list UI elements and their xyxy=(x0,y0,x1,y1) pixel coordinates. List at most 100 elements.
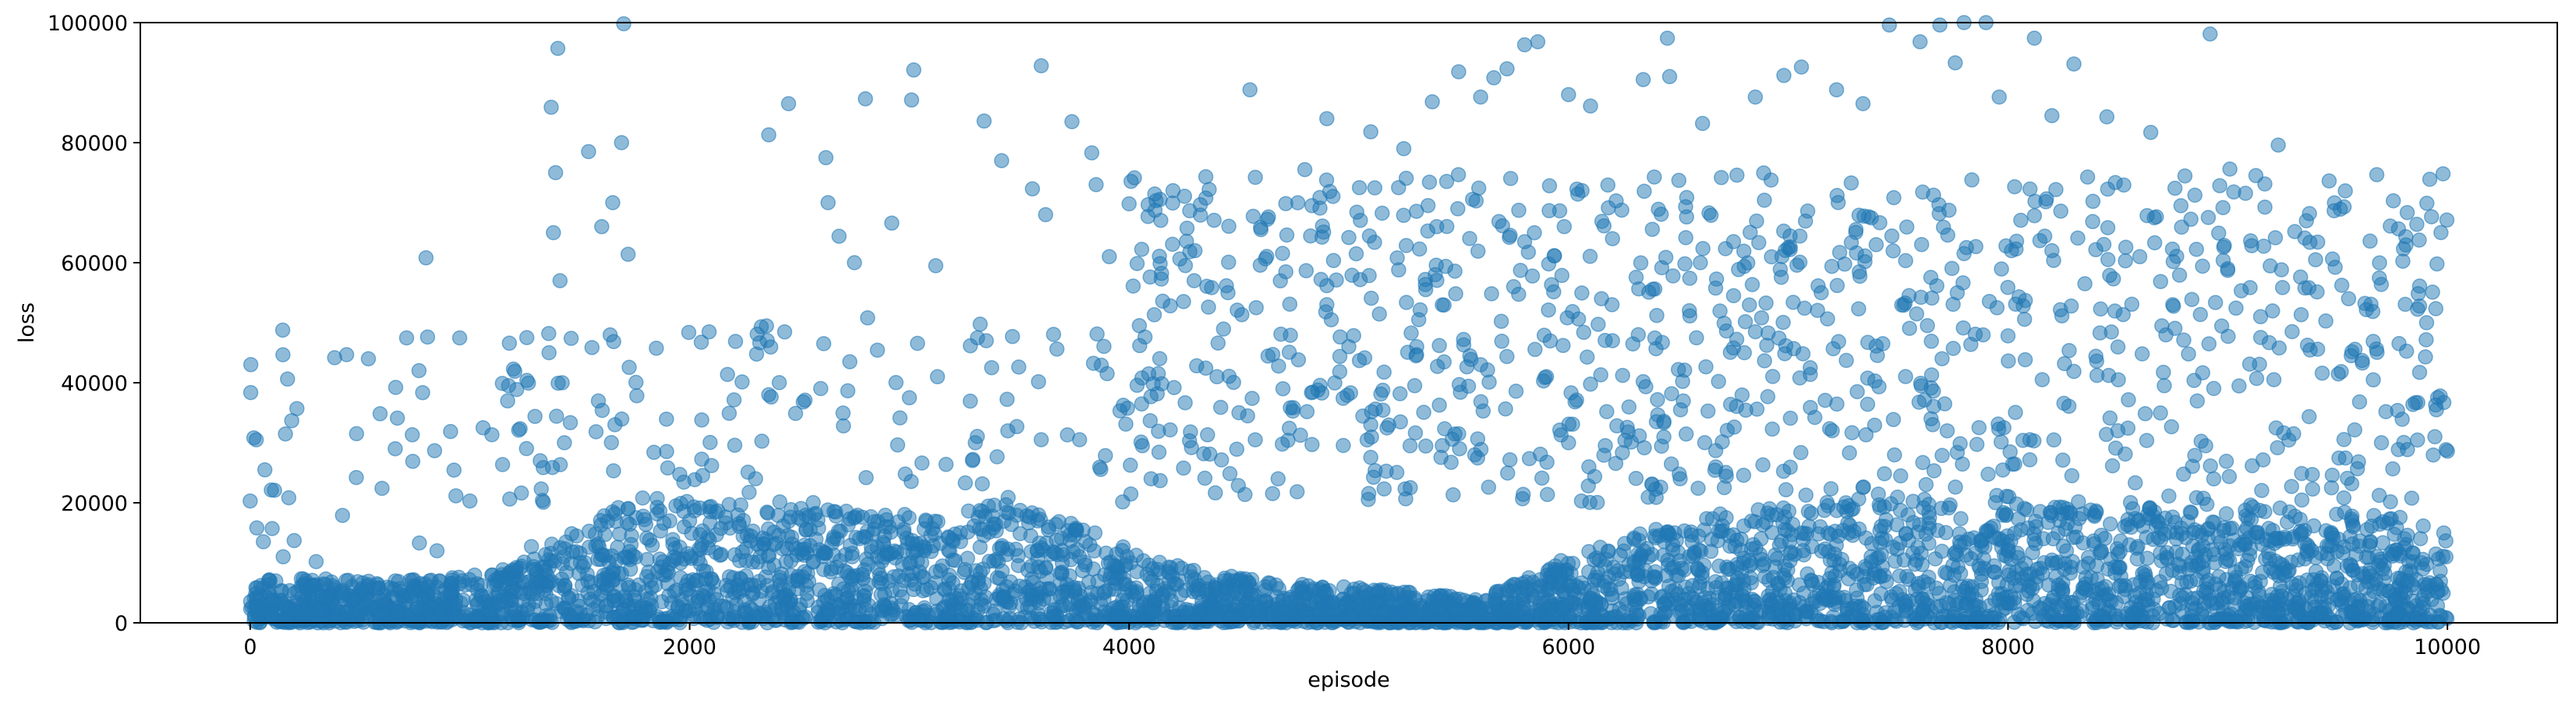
scatter-point xyxy=(2354,352,2370,369)
scatter-point xyxy=(2085,193,2101,210)
scatter-point xyxy=(2257,176,2273,192)
scatter-point xyxy=(1304,437,1320,453)
scatter-point xyxy=(1498,401,1513,417)
scatter-point xyxy=(1177,394,1193,411)
scatter-point xyxy=(1915,454,1930,471)
scatter-point xyxy=(1325,603,1341,619)
scatter-point xyxy=(442,585,458,602)
scatter-point xyxy=(1798,487,1814,503)
scatter-point xyxy=(2415,518,2431,534)
scatter-point xyxy=(1541,256,1557,272)
scatter-point xyxy=(2192,306,2208,323)
scatter-point xyxy=(2041,577,2057,593)
scatter-point xyxy=(2238,186,2253,201)
scatter-point xyxy=(1672,605,1689,620)
scatter-point xyxy=(1764,369,1781,384)
scatter-point xyxy=(1518,574,1534,590)
scatter-point xyxy=(598,598,614,613)
scatter-point xyxy=(1845,600,1861,617)
scatter-point xyxy=(1973,567,1990,582)
scatter-point xyxy=(2165,253,2181,270)
scatter-point xyxy=(335,582,351,599)
scatter-point xyxy=(2024,581,2040,596)
scatter-point xyxy=(1820,311,1835,327)
scatter-point xyxy=(1824,258,1840,274)
scatter-point xyxy=(1210,335,1226,351)
scatter-point xyxy=(1867,417,1883,433)
scatter-point xyxy=(1683,527,1700,543)
scatter-point xyxy=(1351,352,1368,369)
scatter-point xyxy=(2410,301,2426,317)
scatter-point xyxy=(2051,554,2066,570)
scatter-point xyxy=(1466,596,1482,612)
scatter-point xyxy=(2391,336,2407,352)
scatter-point xyxy=(2189,242,2204,257)
scatter-point xyxy=(1736,467,1752,483)
scatter-point xyxy=(1448,286,1463,302)
scatter-point xyxy=(2415,600,2431,616)
scatter-point xyxy=(693,542,709,557)
scatter-point xyxy=(2323,538,2340,553)
scatter-point xyxy=(865,525,881,542)
scatter-point xyxy=(2362,534,2379,550)
scatter-point xyxy=(1398,238,1414,253)
scatter-point xyxy=(1829,277,1845,294)
scatter-point xyxy=(2217,238,2232,253)
scatter-point xyxy=(2183,504,2199,521)
scatter-point xyxy=(1314,229,1330,245)
scatter-point xyxy=(280,613,295,629)
scatter-point xyxy=(1502,171,1519,186)
scatter-point xyxy=(1718,241,1733,256)
scatter-point xyxy=(1755,557,1771,574)
scatter-point xyxy=(1151,423,1166,440)
scatter-point xyxy=(1911,394,1927,410)
scatter-point xyxy=(738,605,754,621)
scatter-point xyxy=(306,578,322,593)
scatter-point xyxy=(831,599,847,615)
scatter-point xyxy=(423,572,439,589)
scatter-point xyxy=(969,613,985,628)
scatter-point xyxy=(2383,218,2398,234)
scatter-point xyxy=(1775,463,1792,479)
scatter-point xyxy=(1527,341,1543,358)
scatter-point xyxy=(2304,543,2319,558)
scatter-point xyxy=(1682,270,1698,286)
scatter-point xyxy=(1733,531,1749,547)
scatter-point xyxy=(1945,296,1961,313)
scatter-point xyxy=(1736,550,1752,566)
scatter-point xyxy=(1964,586,1980,602)
scatter-point xyxy=(2127,475,2143,491)
scatter-point xyxy=(2321,173,2337,189)
scatter-point xyxy=(328,613,344,629)
scatter-point xyxy=(1886,189,1902,206)
scatter-point xyxy=(1012,503,1028,518)
scatter-point xyxy=(774,541,791,557)
scatter-point xyxy=(1147,603,1162,620)
scatter-point xyxy=(1890,490,1905,505)
scatter-point xyxy=(1617,591,1633,606)
scatter-point xyxy=(319,590,334,606)
scatter-point xyxy=(1252,603,1268,618)
scatter-point xyxy=(295,609,311,625)
scatter-point xyxy=(1617,433,1633,448)
scatter-point xyxy=(504,562,520,578)
scatter-point xyxy=(1711,373,1726,390)
scatter-point xyxy=(1070,593,1086,610)
scatter-point xyxy=(1583,591,1599,606)
scatter-point xyxy=(2318,313,2334,329)
scatter-point xyxy=(2212,178,2227,193)
scatter-point xyxy=(1244,391,1260,406)
scatter-point xyxy=(1714,170,1729,186)
scatter-point xyxy=(2340,470,2355,486)
scatter-point xyxy=(2062,565,2079,582)
scatter-point xyxy=(1964,172,1980,188)
scatter-point xyxy=(918,582,935,598)
scatter-point xyxy=(2034,372,2051,387)
scatter-point xyxy=(1335,391,1351,406)
scatter-point xyxy=(1639,541,1655,557)
scatter-point xyxy=(954,591,969,607)
scatter-point xyxy=(295,589,310,605)
scatter-point xyxy=(1398,170,1414,186)
scatter-point xyxy=(1521,451,1537,467)
scatter-point xyxy=(1105,570,1121,586)
